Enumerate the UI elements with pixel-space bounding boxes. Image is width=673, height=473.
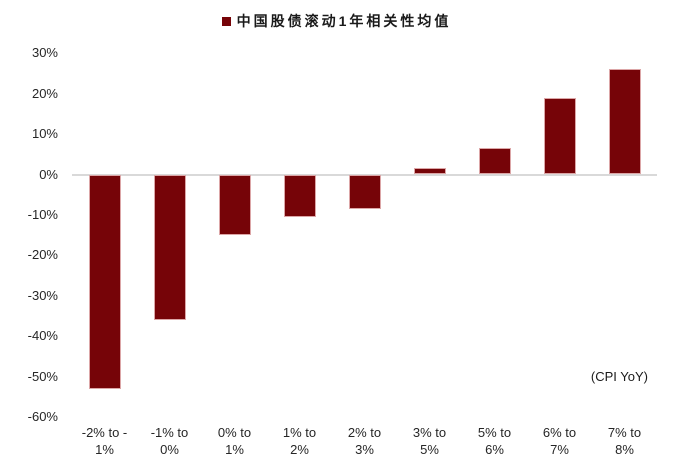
- y-axis-tick-label: 30%: [31, 45, 58, 61]
- bar--1% to 0%: [153, 174, 186, 321]
- bar--2% to -1%: [88, 174, 121, 389]
- legend-square-marker-icon: [221, 16, 231, 26]
- x-axis-tick-label: 2% to 3%: [347, 425, 382, 457]
- y-axis-tick-label: -20%: [27, 247, 58, 263]
- x-axis-tick-label: 0% to 1%: [217, 425, 252, 457]
- y-axis-tick-label: -60%: [27, 409, 58, 425]
- bar-2% to 3%: [348, 174, 381, 209]
- y-axis-tick-label: -40%: [27, 328, 58, 344]
- y-axis-tick-label: -30%: [27, 287, 58, 303]
- y-axis-tick-label: 0%: [39, 166, 58, 182]
- legend-label: 中国股债滚动1年相关性均值: [236, 13, 452, 29]
- x-axis-tick-label: -2% to - 1%: [81, 425, 128, 457]
- x-axis-tick-label: 6% to 7%: [542, 425, 577, 457]
- bar-0% to 1%: [218, 174, 251, 236]
- x-axis-tick-label: -1% to 0%: [150, 425, 189, 457]
- y-axis-tick-label: -10%: [27, 206, 58, 222]
- bar-5% to 6%: [478, 148, 511, 175]
- x-axis-tick-label: 1% to 2%: [282, 425, 317, 457]
- x-axis-tick-label: 7% to 8%: [607, 425, 642, 457]
- bar-6% to 7%: [543, 97, 576, 175]
- x-axis-tick-label: 5% to 6%: [477, 425, 512, 457]
- cpi-yoy-annotation: (CPI YoY): [590, 369, 648, 384]
- y-axis-tick-label: 20%: [31, 85, 58, 101]
- chart-legend: 中国股债滚动1年相关性均值: [0, 10, 673, 32]
- bar-1% to 2%: [283, 174, 316, 217]
- y-axis-tick-label: 10%: [31, 126, 58, 142]
- bar-3% to 5%: [413, 168, 446, 175]
- x-axis-tick-label: 3% to 5%: [412, 425, 447, 457]
- y-axis-tick-label: -50%: [27, 368, 58, 384]
- bar-7% to 8%: [608, 69, 641, 175]
